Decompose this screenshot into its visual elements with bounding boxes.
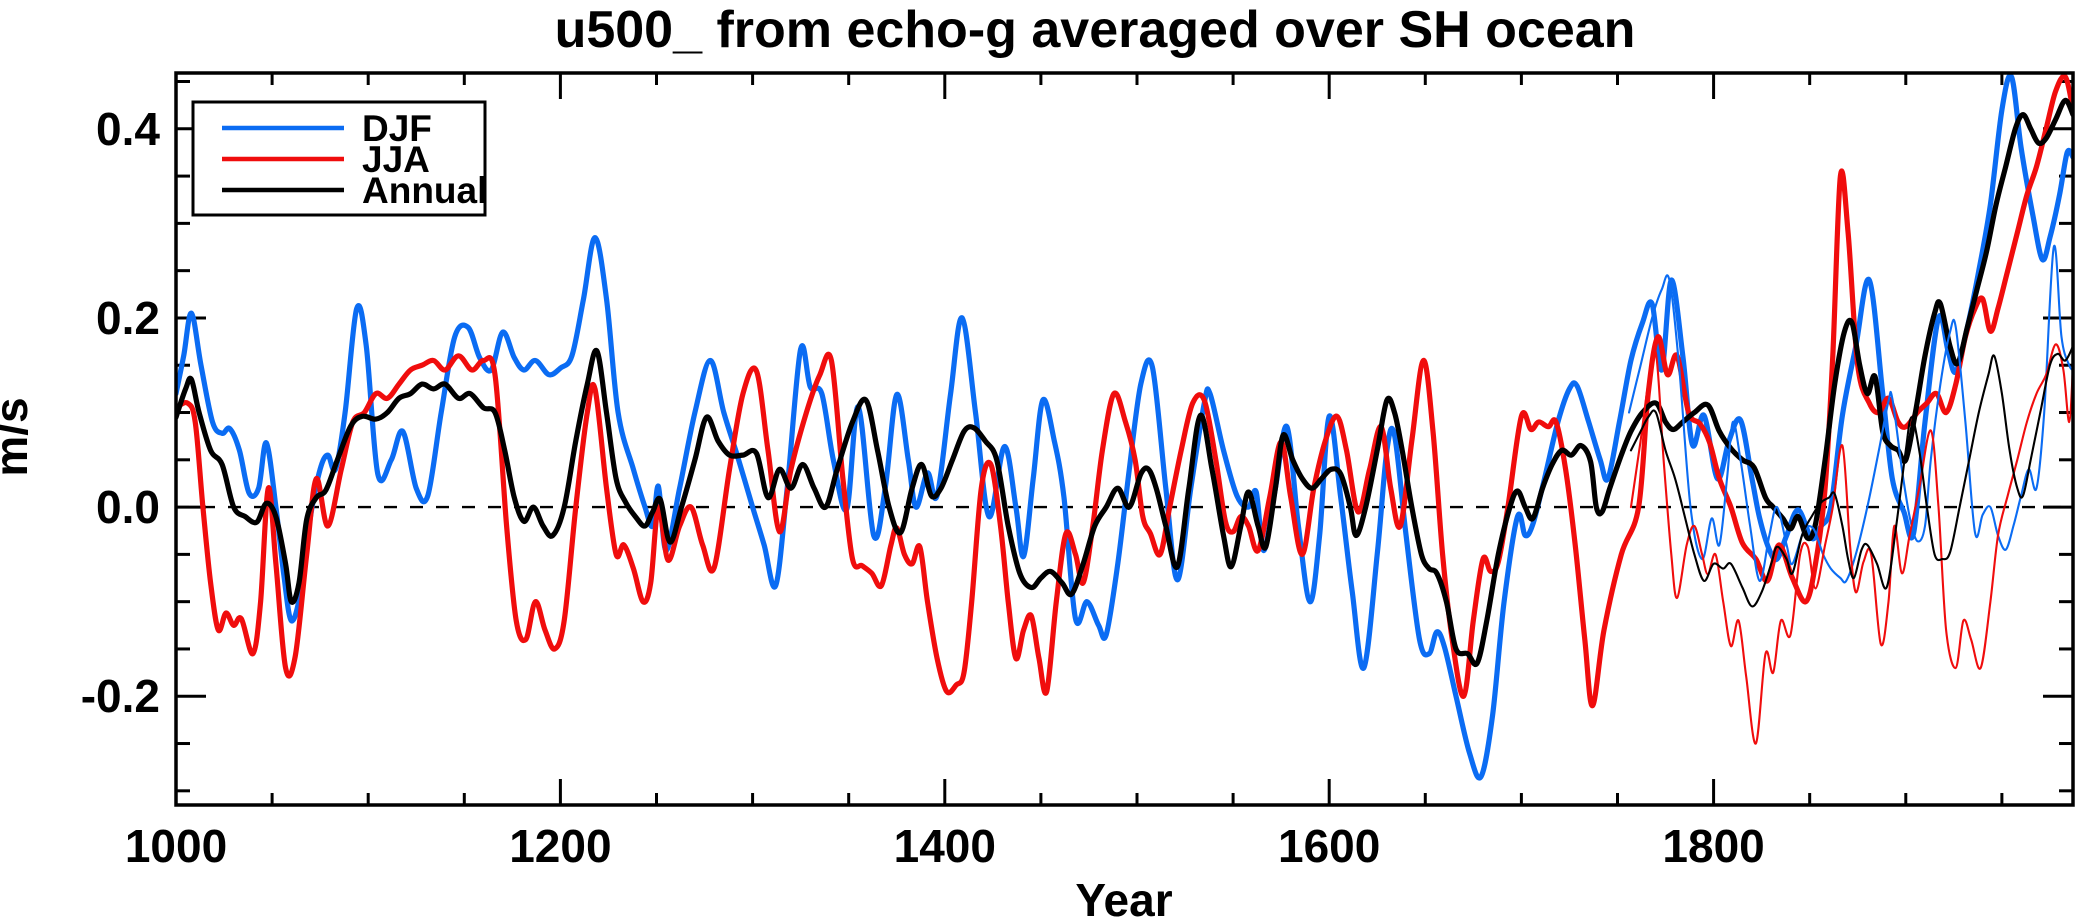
series-annual-thin-line xyxy=(1629,345,2073,608)
y-tick-label: 0.2 xyxy=(96,292,160,344)
legend-label-djf: DJF xyxy=(362,108,432,149)
legend-entry-djf: DJF xyxy=(222,108,432,149)
x-axis-title: Year xyxy=(1075,874,1172,924)
x-tick-label: 1600 xyxy=(1278,820,1380,872)
series-annual-line xyxy=(176,97,2073,667)
chart-title: u500_ from echo-g averaged over SH ocean xyxy=(555,1,1636,59)
legend-label-jja: JJA xyxy=(362,139,430,180)
y-tick-label: 0.4 xyxy=(96,103,160,155)
series-djf-thin-line xyxy=(1627,244,2073,584)
legend-entry-jja: JJA xyxy=(222,139,430,180)
legend: DJF JJA Annual xyxy=(191,100,487,217)
x-tick-label: 1200 xyxy=(509,820,611,872)
plot-frame xyxy=(174,71,2075,807)
y-tick-label: 0.0 xyxy=(96,481,160,533)
x-tick-label: 1400 xyxy=(894,820,996,872)
legend-entry-annual: Annual xyxy=(222,170,487,211)
y-axis-title: m/s xyxy=(0,397,37,476)
legend-label-annual: Annual xyxy=(362,170,487,211)
series-jja-thin-line xyxy=(1629,343,2073,745)
x-tick-label: 1800 xyxy=(1662,820,1764,872)
series-djf-line xyxy=(176,73,2073,781)
y-tick-label: -0.2 xyxy=(81,670,160,722)
x-tick-label: 1000 xyxy=(125,820,227,872)
